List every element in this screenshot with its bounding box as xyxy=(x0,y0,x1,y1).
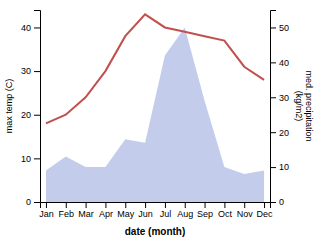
tick: 0 xyxy=(270,197,284,207)
tick-label: 40 xyxy=(279,58,289,68)
tick-mark xyxy=(34,202,40,203)
tick-label: Apr xyxy=(99,209,113,219)
tick-label: 50 xyxy=(279,23,289,33)
tick: 30 xyxy=(21,66,40,76)
tick-label: Jan xyxy=(39,209,54,219)
tick-label: Sep xyxy=(197,209,213,219)
tick-label: 20 xyxy=(21,110,31,120)
tick: 0 xyxy=(26,197,40,207)
tick: 10 xyxy=(270,162,289,172)
tick-mark xyxy=(224,202,225,208)
tick-label: 40 xyxy=(21,23,31,33)
tick: Nov xyxy=(237,202,254,219)
tick-mark xyxy=(34,158,40,159)
tick-mark xyxy=(86,202,87,208)
x-axis-title: date (month) xyxy=(125,226,186,237)
tick-label: 0 xyxy=(279,197,284,207)
plot-area: Jan FebMar Apr MayJun Jul Aug Sep Oct NovDec 0 10 2… xyxy=(4,11,314,238)
tick: 20 xyxy=(21,110,40,120)
tick: 40 xyxy=(21,23,40,33)
tick-label: 10 xyxy=(21,154,31,164)
tick: Jan xyxy=(39,202,54,219)
tick-label: Jul xyxy=(160,209,172,219)
axis-line xyxy=(271,11,277,203)
tick-label: Feb xyxy=(59,209,75,219)
tick-mark xyxy=(205,202,206,208)
chart: Jan FebMar Apr MayJun Jul Aug Sep Oct NovDec 0 10 2… xyxy=(0,0,318,242)
tick-mark xyxy=(244,202,245,208)
tick: 10 xyxy=(21,154,40,164)
tick: Feb xyxy=(59,202,75,219)
tick-mark xyxy=(270,167,276,168)
tick-mark xyxy=(270,27,276,28)
tick-mark xyxy=(125,202,126,208)
tick-mark xyxy=(145,202,146,208)
tick-label: Dec xyxy=(257,209,274,219)
tick-mark xyxy=(34,27,40,28)
tick-mark xyxy=(270,97,276,98)
tick-mark xyxy=(66,202,67,208)
tick-label: Aug xyxy=(177,209,193,219)
tick: 20 xyxy=(270,128,289,138)
y2-axis-title: med. precipitation(kg/m2) xyxy=(294,70,314,141)
tick-mark xyxy=(185,202,186,208)
tick-mark xyxy=(34,115,40,116)
tick: Mar xyxy=(78,202,94,219)
tick-label: Oct xyxy=(218,209,233,219)
y2-axis: 0 10 20 30 40 50 xyxy=(270,11,289,208)
tick: Aug xyxy=(177,202,193,219)
tick-mark xyxy=(46,202,47,208)
tick-mark xyxy=(270,132,276,133)
tick: 40 xyxy=(270,58,289,68)
tick: Apr xyxy=(99,202,113,219)
tick: 30 xyxy=(270,93,289,103)
title-line: (kg/m2) xyxy=(294,91,304,122)
x-axis: Jan FebMar Apr MayJun Jul Aug Sep Oct NovDec xyxy=(39,202,273,219)
title-line: med. precipitation xyxy=(304,70,314,141)
tick: Oct xyxy=(218,202,233,219)
tick-label: 0 xyxy=(26,197,31,207)
tick-mark xyxy=(34,71,40,72)
tick-label: 30 xyxy=(279,93,289,103)
tick: Sep xyxy=(197,202,213,219)
tick-label: 30 xyxy=(21,66,31,76)
tick-mark xyxy=(105,202,106,208)
area xyxy=(46,27,264,202)
y-axis: 0 10 20 30 40 xyxy=(21,11,41,208)
tick: May xyxy=(117,202,135,219)
tick-mark xyxy=(270,62,276,63)
tick-mark xyxy=(165,202,166,208)
axis-line xyxy=(34,11,41,203)
tick: Jun xyxy=(138,202,153,219)
tick: 50 xyxy=(270,23,289,33)
tick-label: Jun xyxy=(138,209,153,219)
marks xyxy=(46,14,264,202)
tick: Dec xyxy=(257,202,274,219)
tick-mark xyxy=(264,202,265,208)
line xyxy=(46,14,264,123)
tick-label: May xyxy=(117,209,135,219)
axis-line xyxy=(41,203,271,209)
tick-mark xyxy=(270,202,276,203)
tick: Jul xyxy=(160,202,172,219)
tick-label: 20 xyxy=(279,128,289,138)
tick-label: Nov xyxy=(237,209,254,219)
tick-label: 10 xyxy=(279,162,289,172)
tick-label: Mar xyxy=(78,209,94,219)
y-axis-title: max temp (C) xyxy=(4,79,14,134)
